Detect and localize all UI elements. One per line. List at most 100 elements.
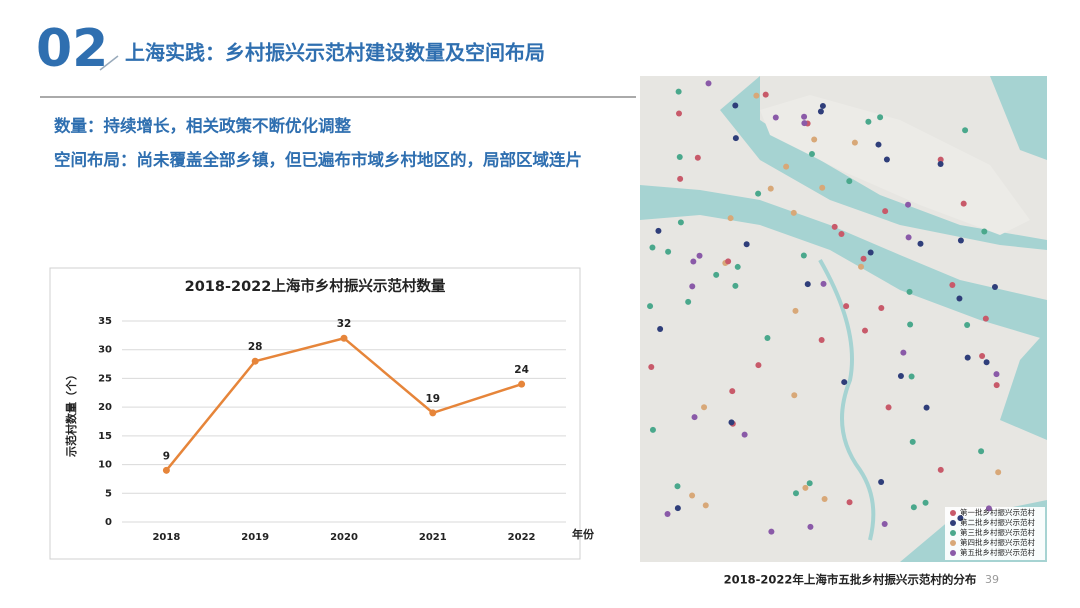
map-dot [937,156,944,163]
map-dot [727,215,734,222]
map-dot [964,321,971,328]
map-dot [981,228,988,235]
map-dot [982,315,989,322]
map-dot [865,118,872,125]
map-dot [964,354,971,361]
y-tick-label: 35 [98,316,112,327]
map-dot [665,248,672,255]
map-dot [755,190,762,197]
y-tick-label: 0 [105,517,112,528]
bullet: 空间布局：尚未覆盖全部乡镇，但已遍布市域乡村地区的，局部区域连片 [54,150,582,170]
y-tick-label: 20 [98,402,112,413]
data-label: 9 [163,450,170,462]
y-tick-label: 15 [98,431,112,442]
point [340,334,348,342]
map-dot [767,185,774,192]
map-dot [817,108,824,115]
legend-swatch [950,520,956,526]
point [518,380,526,388]
map-dot [808,151,815,158]
map-dot [732,282,739,289]
data-label: 28 [248,341,263,353]
x-tick-label: 2020 [330,532,358,543]
map-dot [820,280,827,287]
map-dot [956,295,963,302]
map-dot [701,404,708,411]
map-dot [860,255,867,262]
legend-swatch [950,540,956,546]
data-label: 32 [337,318,352,330]
map-dot [792,307,799,314]
map-dot [960,200,967,207]
map-dot [909,438,916,445]
map-dot [858,263,865,270]
map-dot [900,349,907,356]
map-dot [664,510,671,517]
legend-label: 第五批乡村振兴示范村 [960,547,1035,557]
map-dot [677,219,684,226]
map-dot [783,163,790,170]
map-dot [647,303,654,310]
map-caption: 2018-2022年上海市五批乡村振兴示范村的分布 [724,573,977,587]
map-dot [875,141,882,148]
map-dot [978,448,985,455]
x-axis-label: 年份 [572,527,595,541]
map-dot [689,283,696,290]
map-dot [762,91,769,98]
map-dot [807,523,814,530]
point [251,357,259,365]
point [162,466,170,474]
map-dot [878,479,885,486]
map-dot [741,431,748,438]
map-dot [804,281,811,288]
map-dot [995,469,1002,476]
y-axis-label: 示范村数量（个） [64,369,78,458]
point [429,409,437,417]
map-dot [690,258,697,265]
map-dot [846,178,853,185]
map-dot [674,483,681,490]
map-dot [985,505,992,512]
map-dot [801,113,808,120]
map-dot [649,426,656,433]
legend-label: 第一批乡村振兴示范村 [960,507,1035,517]
map-dot [957,515,964,522]
map-dot [685,298,692,305]
map-dot [677,175,684,182]
map-dot [983,359,990,366]
map-dot [790,209,797,216]
y-tick-label: 5 [105,488,112,499]
map-dot [689,492,696,499]
legend-swatch [950,510,956,516]
map-dot [676,154,683,161]
map-dot [993,371,1000,378]
map-dot [851,139,858,146]
map-dot [768,528,775,535]
map-dot [691,414,698,421]
map-dot [923,404,930,411]
map-dot [753,92,760,99]
map-dot [743,241,750,248]
map-dot [867,249,874,256]
map-dot [819,184,826,191]
map-dot [818,336,825,343]
map-dot [792,490,799,497]
map-dot [881,520,888,527]
map-dot [993,382,1000,389]
map-dot [937,161,944,168]
bullet: 数量：持续增长，相关政策不断优化调整 [54,116,352,136]
map-dot [772,114,779,121]
map-dot [897,373,904,380]
map-dot [755,362,762,369]
map-dot [806,480,813,487]
map-river [818,259,876,541]
map-dot [732,102,739,109]
legend-swatch [950,550,956,556]
map-dot [696,252,703,259]
map-water [640,185,1047,340]
map-dot [905,201,912,208]
chart-title: 2018-2022上海市乡村振兴示范村数量 [185,277,446,295]
map-dot [702,502,709,509]
data-label: 24 [514,364,529,376]
map-dot [713,271,720,278]
